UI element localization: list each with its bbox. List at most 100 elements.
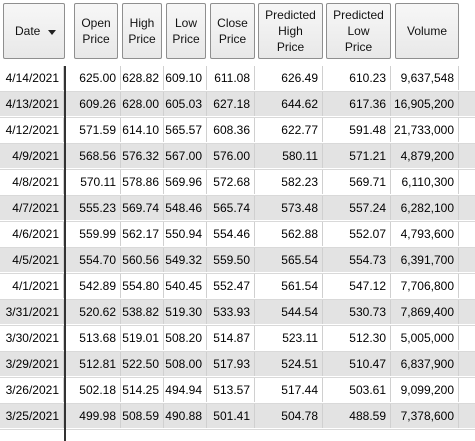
cell-low: 519.30 bbox=[164, 300, 207, 324]
row-divider bbox=[0, 299, 475, 300]
column-header-label: Open Price bbox=[81, 16, 111, 46]
column-header-label: Predicted High Price bbox=[265, 8, 316, 54]
table-row[interactable]: 4/13/2021 609.26 628.00 605.03 627.18 644.62 6… bbox=[0, 92, 475, 116]
column-header-close[interactable]: Close Price bbox=[210, 3, 255, 59]
cell-pred-low: 591.48 bbox=[323, 118, 391, 142]
table-row[interactable]: 4/5/2021 554.70 560.56 549.32 559.50 565.54 55… bbox=[0, 248, 475, 272]
column-header-label: Low Price bbox=[172, 16, 200, 46]
cell-low: 508.00 bbox=[164, 352, 207, 376]
cell-high: 614.10 bbox=[121, 118, 164, 142]
cell-close: 572.68 bbox=[207, 170, 255, 194]
column-header-date[interactable]: Date bbox=[3, 3, 65, 59]
row-divider bbox=[0, 403, 475, 404]
row-divider bbox=[0, 325, 475, 326]
cell-pred-low: 503.61 bbox=[323, 378, 391, 402]
column-header-open[interactable]: Open Price bbox=[74, 3, 118, 59]
column-header-pred-low[interactable]: Predicted Low Price bbox=[326, 3, 391, 59]
cell-date: 4/5/2021 bbox=[0, 248, 64, 272]
cell-open: 568.56 bbox=[66, 144, 121, 168]
cell-high: 538.82 bbox=[121, 300, 164, 324]
cell-volume: 7,869,400 bbox=[391, 300, 459, 324]
cell-open: 542.89 bbox=[66, 274, 121, 298]
cell-date: 4/7/2021 bbox=[0, 196, 64, 220]
table-row[interactable]: 4/7/2021 555.23 569.74 548.46 565.74 573.48 55… bbox=[0, 196, 475, 220]
table-row[interactable]: 4/12/2021 571.59 614.10 565.57 608.36 622.77 5… bbox=[0, 118, 475, 142]
row-divider bbox=[0, 351, 475, 352]
cell-pred-high: 565.54 bbox=[255, 248, 323, 272]
column-header-pred-high[interactable]: Predicted High Price bbox=[258, 3, 323, 59]
cell-date: 3/29/2021 bbox=[0, 352, 64, 376]
cell-high: 578.86 bbox=[121, 170, 164, 194]
cell-pred-low: 557.24 bbox=[323, 196, 391, 220]
cell-pred-low: 571.21 bbox=[323, 144, 391, 168]
row-divider bbox=[0, 195, 475, 196]
sort-descending-icon bbox=[48, 30, 56, 35]
cell-close: 554.46 bbox=[207, 222, 255, 246]
cell-pred-high: 582.23 bbox=[255, 170, 323, 194]
row-divider bbox=[0, 221, 475, 222]
column-header-label: Date bbox=[15, 24, 41, 38]
cell-volume: 6,837,900 bbox=[391, 352, 459, 376]
cell-pred-low: 569.71 bbox=[323, 170, 391, 194]
cell-date: 3/26/2021 bbox=[0, 378, 64, 402]
cell-pred-high: 517.44 bbox=[255, 378, 323, 402]
table-row[interactable]: 4/8/2021 570.11 578.86 569.96 572.68 582.23 56… bbox=[0, 170, 475, 194]
cell-open: 555.23 bbox=[66, 196, 121, 220]
cell-pred-high: 524.51 bbox=[255, 352, 323, 376]
cell-close: 533.93 bbox=[207, 300, 255, 324]
cell-high: 628.00 bbox=[121, 92, 164, 116]
column-header-high[interactable]: High Price bbox=[122, 3, 162, 59]
table-row[interactable]: 3/29/2021 512.81 522.50 508.00 517.93 524.51 5… bbox=[0, 352, 475, 376]
cell-volume: 6,282,100 bbox=[391, 196, 459, 220]
cell-low: 567.00 bbox=[164, 144, 207, 168]
table-row[interactable]: 3/30/2021 513.68 519.01 508.20 514.87 523.11 5… bbox=[0, 326, 475, 350]
row-divider bbox=[0, 273, 475, 274]
cell-open: 520.62 bbox=[66, 300, 121, 324]
table-row[interactable]: 3/25/2021 499.98 508.59 490.88 501.41 504.78 4… bbox=[0, 404, 475, 428]
cell-volume: 7,378,600 bbox=[391, 404, 459, 428]
table-row[interactable]: 4/14/2021 625.00 628.82 609.10 611.08 626.49 6… bbox=[0, 66, 475, 90]
column-header-label: Volume bbox=[406, 24, 448, 38]
cell-high: 562.17 bbox=[121, 222, 164, 246]
table-row[interactable]: 3/26/2021 502.18 514.25 494.94 513.57 517.44 5… bbox=[0, 378, 475, 402]
cell-pred-low: 617.36 bbox=[323, 92, 391, 116]
cell-high: 569.74 bbox=[121, 196, 164, 220]
cell-volume: 21,733,000 bbox=[391, 118, 459, 142]
cell-high: 628.82 bbox=[121, 66, 164, 90]
cell-volume: 6,391,700 bbox=[391, 248, 459, 272]
cell-pred-low: 488.59 bbox=[323, 404, 391, 428]
cell-high: 514.25 bbox=[121, 378, 164, 402]
row-divider bbox=[0, 429, 475, 430]
table-row[interactable]: 4/6/2021 559.99 562.17 550.94 554.46 562.88 55… bbox=[0, 222, 475, 246]
frozen-column-separator bbox=[64, 66, 66, 441]
cell-date: 4/9/2021 bbox=[0, 144, 64, 168]
cell-pred-high: 580.11 bbox=[255, 144, 323, 168]
cell-pred-high: 644.62 bbox=[255, 92, 323, 116]
cell-low: 569.96 bbox=[164, 170, 207, 194]
row-divider bbox=[0, 247, 475, 248]
cell-open: 499.98 bbox=[66, 404, 121, 428]
column-header-volume[interactable]: Volume bbox=[395, 3, 459, 59]
cell-close: 517.93 bbox=[207, 352, 255, 376]
cell-pred-low: 510.47 bbox=[323, 352, 391, 376]
cell-close: 552.47 bbox=[207, 274, 255, 298]
cell-open: 502.18 bbox=[66, 378, 121, 402]
cell-high: 554.80 bbox=[121, 274, 164, 298]
cell-date: 4/6/2021 bbox=[0, 222, 64, 246]
column-header-low[interactable]: Low Price bbox=[166, 3, 206, 59]
cell-pred-high: 626.49 bbox=[255, 66, 323, 90]
table-row[interactable]: 4/1/2021 542.89 554.80 540.45 552.47 561.54 54… bbox=[0, 274, 475, 298]
cell-pred-high: 504.78 bbox=[255, 404, 323, 428]
cell-volume: 5,005,000 bbox=[391, 326, 459, 350]
cell-close: 608.36 bbox=[207, 118, 255, 142]
cell-low: 565.57 bbox=[164, 118, 207, 142]
cell-date: 3/30/2021 bbox=[0, 326, 64, 350]
cell-high: 519.01 bbox=[121, 326, 164, 350]
cell-close: 501.41 bbox=[207, 404, 255, 428]
row-divider bbox=[0, 117, 475, 118]
cell-date: 4/8/2021 bbox=[0, 170, 64, 194]
table-row[interactable]: 4/9/2021 568.56 576.32 567.00 576.00 580.11 57… bbox=[0, 144, 475, 168]
table-row[interactable]: 3/31/2021 520.62 538.82 519.30 533.93 544.54 5… bbox=[0, 300, 475, 324]
cell-date: 3/25/2021 bbox=[0, 404, 64, 428]
